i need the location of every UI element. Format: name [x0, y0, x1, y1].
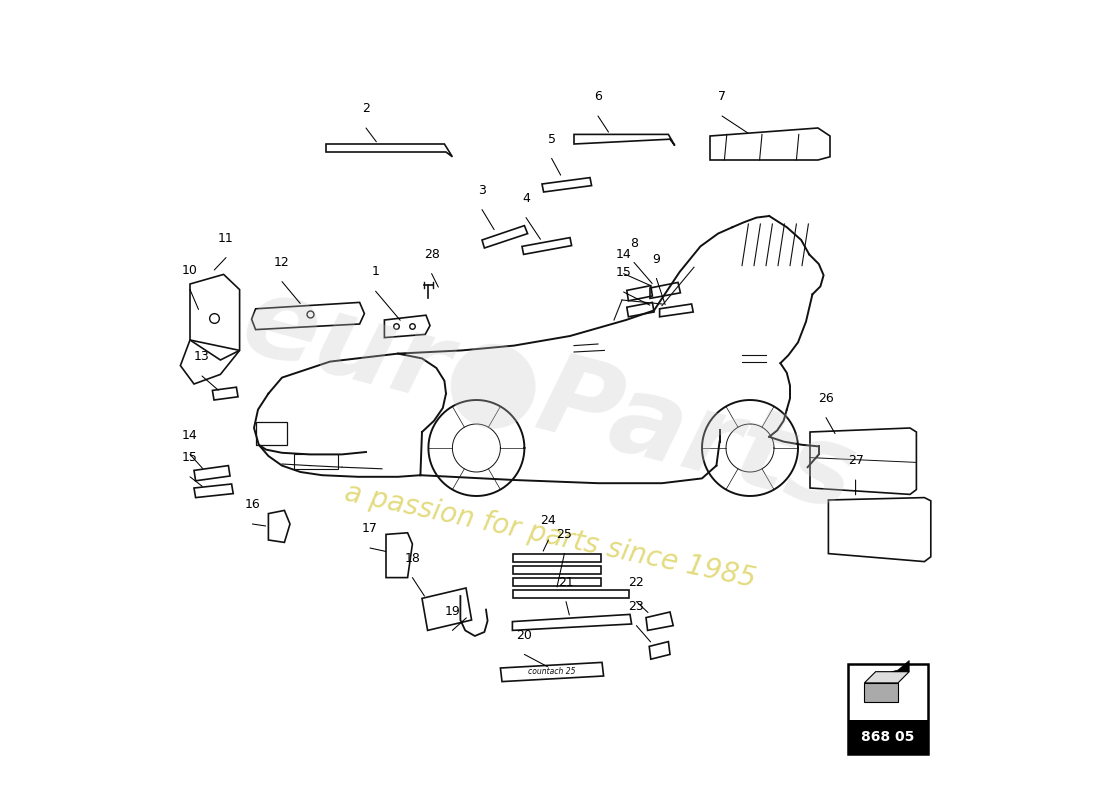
- Text: 1: 1: [372, 266, 379, 278]
- Text: 6: 6: [594, 90, 602, 103]
- Bar: [514, 590, 629, 598]
- Text: 16: 16: [244, 498, 261, 511]
- Text: 14: 14: [616, 248, 631, 261]
- Text: 28: 28: [424, 248, 440, 261]
- Polygon shape: [865, 672, 910, 683]
- Text: 868 05: 868 05: [861, 730, 914, 743]
- Polygon shape: [892, 661, 910, 672]
- Text: 8: 8: [630, 237, 638, 250]
- Text: countach 25: countach 25: [528, 667, 575, 677]
- Bar: [294, 454, 338, 469]
- Text: eur●Parts: eur●Parts: [232, 267, 868, 533]
- Text: 3: 3: [478, 184, 486, 197]
- Text: 25: 25: [557, 528, 572, 541]
- Text: 27: 27: [848, 454, 864, 467]
- Text: 15: 15: [183, 451, 198, 464]
- Text: 21: 21: [558, 576, 574, 589]
- Text: 18: 18: [405, 552, 420, 565]
- Text: 17: 17: [362, 522, 378, 535]
- Text: 14: 14: [183, 429, 198, 442]
- Text: 12: 12: [274, 256, 290, 269]
- Bar: [514, 578, 602, 586]
- Text: 24: 24: [540, 514, 557, 527]
- Text: 4: 4: [522, 192, 530, 205]
- Text: 26: 26: [818, 392, 834, 405]
- Text: 2: 2: [362, 102, 370, 115]
- Polygon shape: [865, 683, 898, 702]
- Text: 15: 15: [616, 266, 631, 279]
- Text: 11: 11: [218, 232, 234, 245]
- Text: 13: 13: [194, 350, 210, 363]
- Text: 20: 20: [517, 629, 532, 642]
- Text: 9: 9: [652, 253, 660, 266]
- Text: 23: 23: [628, 600, 645, 613]
- Bar: [514, 554, 602, 562]
- Bar: [256, 422, 287, 445]
- Bar: [848, 719, 927, 754]
- Text: 19: 19: [444, 605, 460, 618]
- Text: 5: 5: [548, 133, 556, 146]
- Text: 22: 22: [628, 576, 645, 589]
- Text: 10: 10: [183, 264, 198, 277]
- Bar: [848, 664, 927, 754]
- Text: 7: 7: [718, 90, 726, 103]
- Bar: [514, 566, 602, 574]
- Text: a passion for parts since 1985: a passion for parts since 1985: [342, 478, 758, 594]
